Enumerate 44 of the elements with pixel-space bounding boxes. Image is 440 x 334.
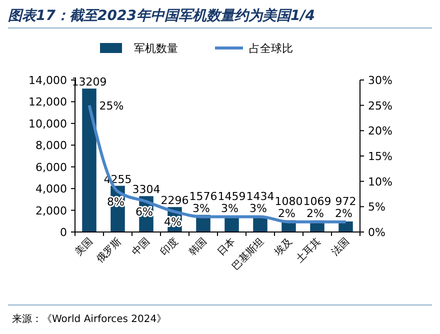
y2-tick-label: 5% (368, 200, 386, 214)
y-tick-label: 10,000 (28, 117, 67, 130)
legend-label: 占全球比 (249, 42, 293, 55)
data-label: 1576 (189, 190, 218, 203)
data-label: 3304 (132, 183, 160, 196)
data-label: 1434 (246, 190, 274, 203)
y2-tick-label: 30% (368, 74, 392, 87)
x-tick-label: 埃及 (272, 236, 295, 259)
bar (82, 88, 96, 232)
data-label: 2% (335, 206, 352, 220)
source-note: 来源：《World Airforces 2024》 (12, 313, 167, 325)
y2-tick-label: 15% (368, 150, 392, 163)
data-label: 1080 (274, 194, 303, 208)
x-tick-label: 印度 (158, 236, 181, 258)
y-tick-label: 6,000 (36, 160, 67, 174)
y2-tick-label: 20% (368, 124, 392, 138)
data-label: 1069 (303, 194, 332, 208)
y-tick-label: 14,000 (28, 74, 67, 87)
x-tick-label: 中国 (130, 236, 152, 258)
data-label: 3% (250, 202, 267, 215)
y2-tick-label: 10% (368, 175, 392, 188)
y2-tick-label: 0% (368, 226, 386, 239)
y-tick-label: 8,000 (36, 139, 67, 152)
data-label: 3% (221, 202, 238, 215)
y-tick-label: 12,000 (28, 96, 67, 109)
x-tick-label: 法国 (329, 236, 352, 258)
data-label: 3% (192, 202, 210, 215)
data-label: 2% (278, 206, 296, 220)
x-tick-label: 韩国 (186, 236, 210, 258)
data-label: 1459 (218, 190, 246, 203)
x-tick-label: 土耳其 (294, 236, 324, 266)
chart-title: 图表17：截至2023年中国军机数量约为美国1/4 (8, 7, 316, 24)
y-tick-label: 4,000 (36, 182, 67, 196)
data-label: 972 (335, 194, 356, 208)
legend-label: 军机数量 (134, 42, 178, 55)
y-tick-label: 0 (60, 226, 67, 239)
x-tick-label: 日本 (215, 236, 238, 258)
data-label: 2% (306, 206, 324, 220)
x-tick-label: 美国 (72, 236, 96, 258)
data-label: 2296 (160, 194, 189, 208)
y-tick-label: 2,000 (36, 204, 67, 218)
data-label: 25% (99, 99, 124, 112)
y2-tick-label: 25% (368, 99, 392, 112)
x-tick-label: 俄罗斯 (94, 236, 124, 266)
